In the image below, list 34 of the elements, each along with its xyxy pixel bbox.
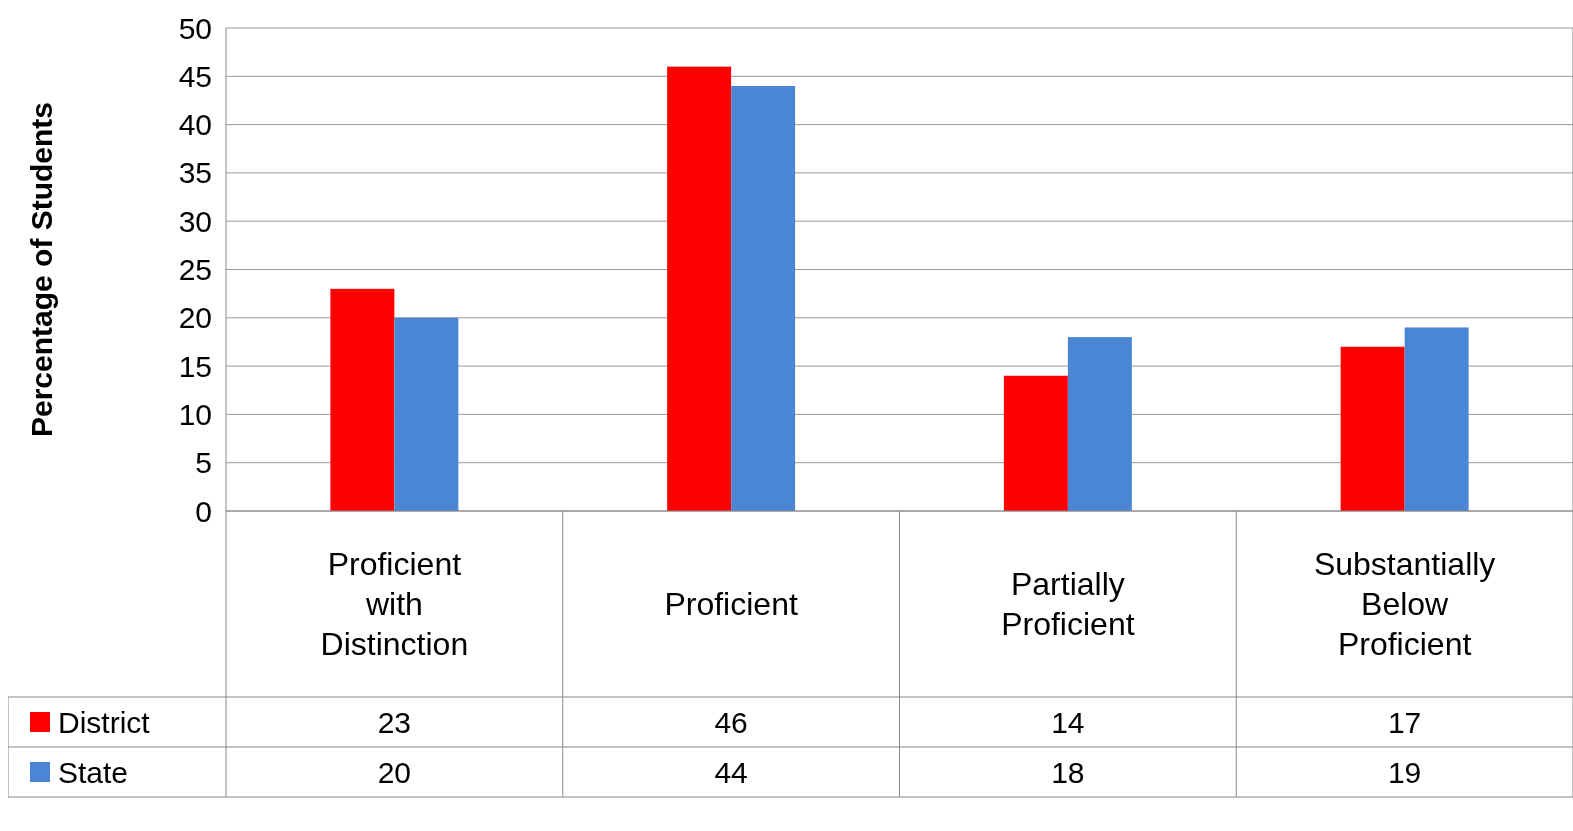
- bar: [330, 288, 395, 511]
- data-label: 14: [1051, 705, 1085, 739]
- bar: [731, 85, 796, 511]
- data-label: 46: [714, 705, 748, 739]
- x-tick-label: Substantially Below Proficient: [1313, 546, 1496, 662]
- x-tick-label: Proficient: [664, 586, 798, 622]
- y-tick-label: 30: [178, 204, 212, 238]
- legend-label: District: [58, 705, 151, 739]
- data-label: 20: [377, 755, 412, 789]
- x-tick-label: Partially Proficient: [1001, 566, 1135, 642]
- data-label: 19: [1387, 755, 1422, 789]
- bar: [1340, 346, 1405, 511]
- y-tick-label: 50: [178, 11, 212, 45]
- legend-label: State: [58, 755, 129, 789]
- y-tick-label: 40: [178, 108, 212, 142]
- data-label: 23: [377, 705, 412, 739]
- y-tick-label: 25: [178, 253, 212, 286]
- x-tick-label: Proficient with Distinction: [320, 546, 469, 662]
- bar: [1003, 375, 1068, 511]
- data-label: 44: [714, 755, 748, 789]
- y-tick-label: 15: [178, 349, 212, 383]
- y-tick-label: 10: [178, 397, 212, 431]
- y-tick-label: 0: [195, 494, 212, 528]
- data-label: 18: [1051, 755, 1085, 789]
- y-tick-label: 45: [178, 59, 212, 93]
- bar: [394, 317, 459, 511]
- y-axis-title: Percentage of Students: [25, 101, 58, 438]
- bar: [1404, 327, 1469, 511]
- y-tick-label: 20: [178, 301, 212, 335]
- data-label: 17: [1387, 705, 1422, 739]
- y-tick-label: 35: [178, 156, 212, 190]
- y-tick-label: 5: [195, 446, 212, 480]
- bar: [667, 66, 732, 511]
- bar: [1067, 337, 1132, 511]
